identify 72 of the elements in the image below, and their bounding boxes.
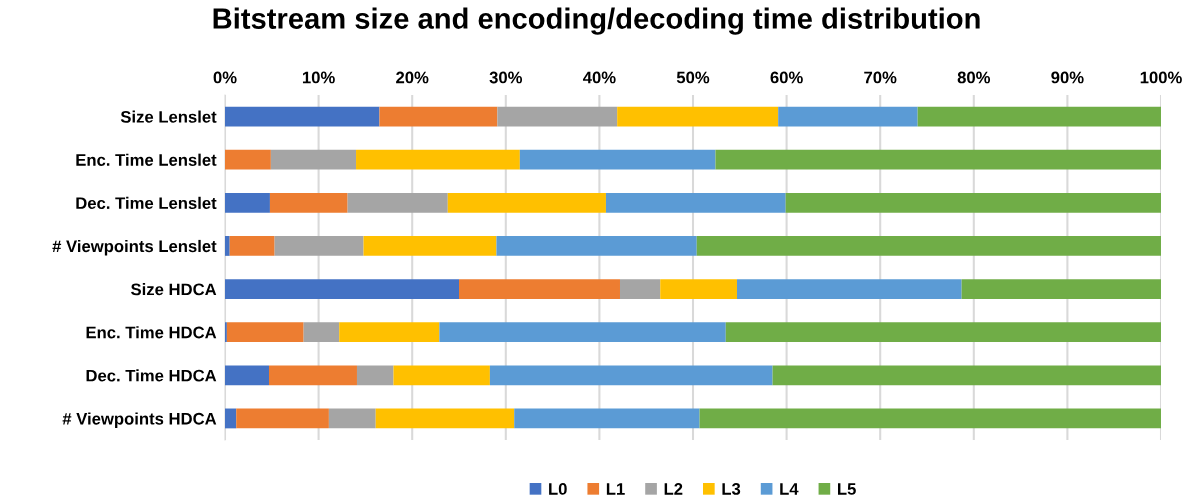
- bar: [347, 192, 448, 213]
- x-tick-label: 90%: [1051, 71, 1084, 84]
- y-tick-label: Dec. Time HDCA: [86, 369, 217, 382]
- bar: [696, 236, 1161, 256]
- bar: [447, 192, 606, 213]
- bar: [736, 279, 962, 299]
- bar: [459, 279, 620, 299]
- x-tick-label: 60%: [770, 71, 803, 84]
- y-tick-label: # Viewpoints Lenslet: [52, 239, 217, 256]
- bar: [339, 322, 440, 343]
- bar: [268, 365, 357, 386]
- x-tick-label: 10%: [302, 71, 335, 84]
- bar: [961, 279, 1161, 299]
- bar: [699, 408, 1161, 429]
- bar: [778, 106, 918, 127]
- bar: [489, 365, 773, 386]
- bar: [225, 279, 459, 299]
- bar: [497, 106, 618, 127]
- bar: [772, 365, 1161, 386]
- bar: [617, 106, 779, 127]
- bar: [439, 322, 726, 343]
- bar: [375, 408, 515, 429]
- bar: [225, 149, 271, 170]
- bar: [225, 408, 237, 429]
- x-tick-label: 100%: [1140, 71, 1182, 84]
- y-tick-label: Dec. Time Lenslet: [76, 196, 217, 210]
- y-tick-label: Size HDCA: [131, 283, 217, 296]
- bar: [356, 149, 520, 170]
- y-tick-label: # Viewpoints HDCA: [62, 412, 217, 428]
- bar: [303, 322, 340, 343]
- bar: [270, 149, 357, 170]
- bar: [328, 408, 376, 429]
- bar: [226, 322, 304, 343]
- bar: [225, 192, 270, 213]
- x-tick-label: 70%: [864, 71, 897, 84]
- bar: [725, 322, 1161, 343]
- legend-label: L1: [606, 483, 625, 495]
- bar: [229, 236, 275, 256]
- bar: [379, 106, 498, 127]
- chart-title: Bitstream size and encoding/decoding time distribution: [213, 7, 980, 35]
- bar: [363, 236, 497, 256]
- x-tick-label: 50%: [676, 71, 710, 84]
- bar: [496, 236, 697, 256]
- bar: [269, 192, 348, 213]
- bar: [605, 192, 786, 213]
- bar: [619, 279, 661, 299]
- bar: [356, 365, 394, 386]
- x-tick-label: 80%: [957, 71, 991, 84]
- x-tick-label: 40%: [582, 71, 616, 84]
- bar: [917, 106, 1161, 127]
- bar: [393, 365, 490, 386]
- bar: [274, 236, 364, 256]
- bar: [785, 192, 1161, 213]
- legend-label: L2: [664, 483, 683, 495]
- legend-label: L3: [722, 483, 741, 495]
- bar: [660, 279, 737, 299]
- y-tick-label: Enc. Time Lenslet: [76, 153, 217, 166]
- y-tick-label: Enc. Time HDCA: [86, 326, 217, 339]
- y-tick-label: Size Lenslet: [120, 110, 217, 123]
- x-tick-label: 0%: [213, 71, 237, 84]
- bar: [514, 408, 700, 429]
- bar: [715, 149, 1161, 170]
- legend-label: L5: [838, 483, 856, 495]
- x-tick-label: 20%: [396, 71, 429, 84]
- bar: [225, 365, 269, 386]
- bar: [225, 106, 380, 127]
- legend-label: L4: [780, 483, 799, 495]
- bar: [519, 149, 716, 170]
- legend-label: L0: [549, 483, 567, 495]
- bar: [225, 236, 230, 256]
- bar: [236, 408, 329, 429]
- x-tick-label: 30%: [489, 71, 523, 84]
